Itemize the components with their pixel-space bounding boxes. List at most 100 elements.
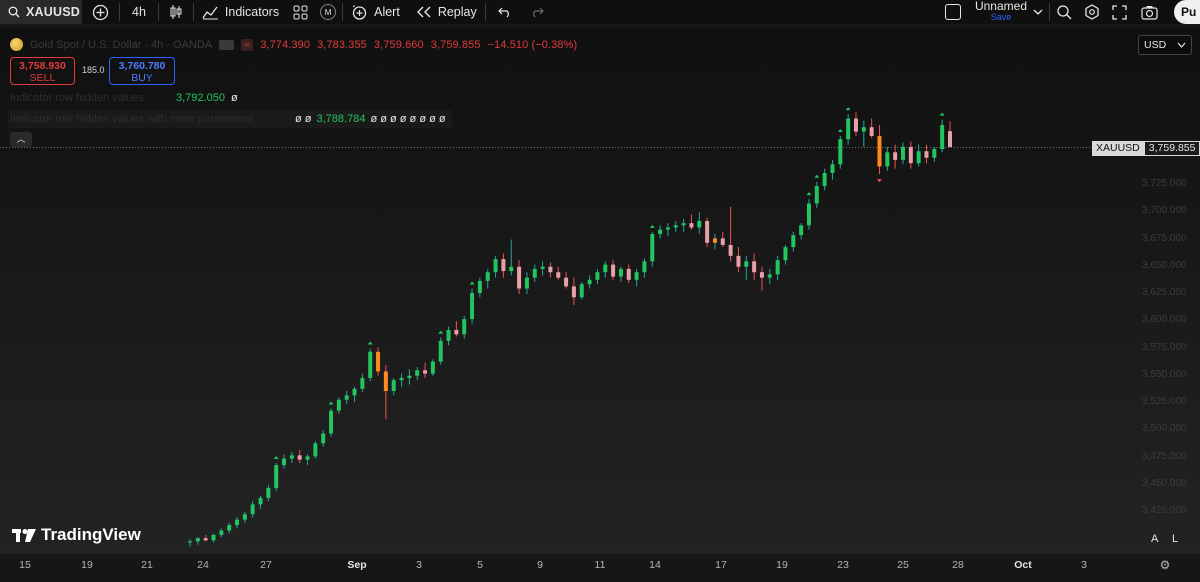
gear-icon <box>1084 4 1100 20</box>
time-axis-label: 23 <box>837 559 849 571</box>
candle <box>838 135 843 169</box>
collapse-legend-button[interactable]: ︿ <box>10 132 32 147</box>
buy-signal-marker <box>273 455 279 459</box>
candle <box>360 373 365 393</box>
candle <box>564 272 569 289</box>
layout-name-button[interactable]: Unnamed Save <box>969 0 1049 24</box>
price-axis-label: 3,675.000 <box>1142 232 1187 244</box>
indicator-row-2[interactable]: Indicator row hidden values with more pa… <box>8 110 452 128</box>
last-price-symbol: XAUUSD <box>1092 141 1144 156</box>
snapshot-button[interactable] <box>1133 0 1166 24</box>
price-axis-label: 3,700.000 <box>1142 205 1187 217</box>
time-axis-label: 24 <box>197 559 209 571</box>
candle <box>697 212 702 235</box>
time-axis-label: Sep <box>347 559 367 571</box>
rewind-icon <box>416 6 432 18</box>
candle <box>274 462 279 492</box>
candle <box>908 141 913 169</box>
symbol-description: Gold Spot / U.S. Dollar · 4h · OANDA <box>30 38 213 51</box>
candle <box>446 326 451 346</box>
last-price-tag: XAUUSD 3,759.855 <box>1092 141 1200 156</box>
indicator-row-1[interactable]: Indicator row hidden values 3,792.050 ø <box>10 92 238 104</box>
candle <box>830 159 835 180</box>
toolbar-divider <box>192 3 194 21</box>
buy-signal-marker <box>328 401 334 405</box>
indicators-button[interactable]: Indicators <box>194 0 287 24</box>
grid-icon <box>293 5 308 20</box>
price-axis-label: 3,475.000 <box>1142 450 1187 462</box>
candle <box>736 247 741 273</box>
alert-button[interactable]: Alert <box>343 0 408 24</box>
candle <box>618 266 623 283</box>
candle <box>282 454 287 469</box>
auto-scale-button[interactable]: A <box>1151 533 1159 545</box>
square-icon <box>944 4 961 20</box>
candle <box>548 262 553 278</box>
candle <box>203 534 208 542</box>
candle <box>305 454 310 466</box>
undo-button[interactable] <box>486 0 524 24</box>
candle <box>391 377 396 396</box>
candle <box>352 386 357 402</box>
buy-signal-marker <box>367 341 373 345</box>
candle <box>752 253 757 280</box>
indicator-1-value: 3,792.050 <box>176 92 225 104</box>
time-axis-label: 27 <box>260 559 272 571</box>
replay-button[interactable]: Replay <box>408 0 485 24</box>
templates-button[interactable] <box>287 0 314 24</box>
candle <box>313 441 318 459</box>
redo-button[interactable] <box>524 0 550 24</box>
ohlc-high: 3,783.355 <box>317 38 367 51</box>
candle <box>329 408 334 437</box>
time-axis[interactable]: 15 19 21 24 27 Sep 3 5 9 11 14 17 19 23 25 28 Oct 3 <box>0 554 1200 582</box>
wave-icon[interactable]: ≈ <box>241 38 254 51</box>
sell-price: 3,758.930 <box>19 60 66 72</box>
fullscreen-button[interactable] <box>1106 0 1133 24</box>
price-chart-canvas[interactable] <box>0 28 1200 554</box>
axis-settings-button[interactable]: ⚙ <box>1156 558 1174 574</box>
buy-signal-marker <box>649 224 655 228</box>
compare-symbol-button[interactable] <box>82 0 119 24</box>
indicator-2-value: 3,788.784 <box>316 113 366 125</box>
m-badge-button[interactable]: M <box>314 0 342 24</box>
tradingview-logo[interactable]: TradingView <box>12 525 141 545</box>
tradingview-brand: TradingView <box>41 525 141 544</box>
eye-toggle-button[interactable] <box>219 39 235 50</box>
candle <box>517 260 522 294</box>
sell-button[interactable]: 3,758.930 SELL <box>10 57 75 85</box>
chart-area[interactable]: Gold Spot / U.S. Dollar · 4h · OANDA ≈ 3… <box>0 28 1200 554</box>
candle <box>900 142 905 165</box>
currency-select[interactable]: USD <box>1138 35 1192 55</box>
log-scale-button[interactable]: L <box>1172 533 1179 545</box>
candle <box>948 121 952 148</box>
layout-checkbox[interactable] <box>937 0 969 24</box>
last-price-value: 3,759.855 <box>1143 141 1200 156</box>
candle <box>219 528 224 538</box>
candle <box>642 258 647 278</box>
indicator-1-name: Indicator row hidden values <box>10 92 144 104</box>
time-axis-label: 14 <box>649 559 661 571</box>
candle <box>423 362 428 378</box>
ohlc-change: −14.510 (−0.38%) <box>487 38 578 51</box>
publish-button[interactable]: Pu <box>1174 0 1200 24</box>
spread-value: 185.0 <box>82 65 105 75</box>
candle <box>940 119 945 153</box>
quick-search-button[interactable] <box>1050 0 1078 24</box>
buy-button[interactable]: 3,760.780 BUY <box>109 57 175 85</box>
buy-signal-marker <box>438 330 444 334</box>
settings-button[interactable] <box>1078 0 1106 24</box>
candle <box>211 533 216 543</box>
alarm-clock-icon <box>351 4 368 21</box>
candle <box>376 347 381 376</box>
symbol-search-button[interactable]: XAUUSD <box>0 0 82 24</box>
candle <box>775 255 780 280</box>
price-axis-label: 3,725.000 <box>1142 178 1187 189</box>
ohlc-close: 3,759.855 <box>430 38 481 51</box>
chart-type-button[interactable] <box>159 0 193 24</box>
interval-button[interactable]: 4h <box>120 0 158 24</box>
candle <box>407 369 412 385</box>
candle <box>877 125 882 175</box>
time-axis-label: 15 <box>19 559 31 571</box>
candle <box>485 268 490 289</box>
candle <box>916 144 921 167</box>
